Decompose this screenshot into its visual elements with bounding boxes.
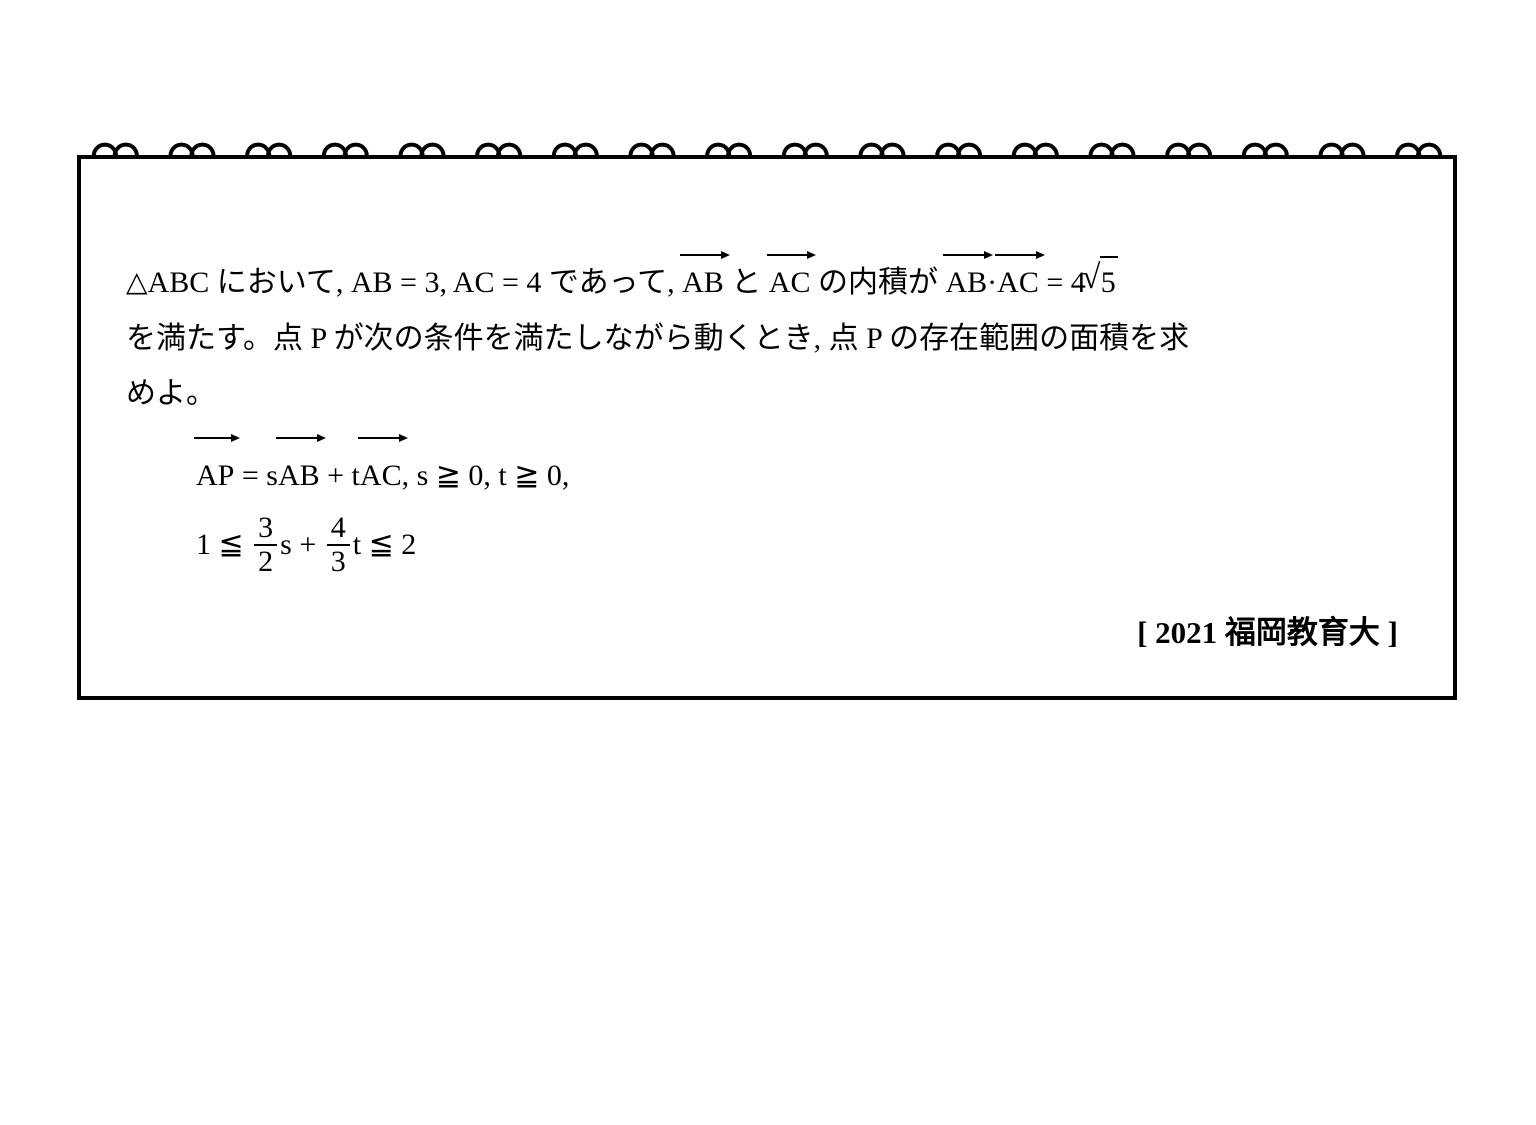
eq2-frac-1: 32 (254, 512, 277, 577)
dot-operator: · (987, 266, 997, 299)
equation-block: AP = sAB + tAC, s ≧ 0, t ≧ 0, 1 ≦ 32s + … (196, 437, 1408, 580)
eq2-f2-num: 4 (327, 512, 350, 546)
page: △ABC において, AB = 3, AC = 4 であって, AB と AC … (0, 0, 1536, 1125)
problem-line-2: を満たす。点 P が次の条件を満たしながら動くとき, 点 P の存在範囲の面積を… (126, 314, 1408, 364)
ac-plain: AC (453, 266, 495, 299)
problem-card: △ABC において, AB = 3, AC = 4 であって, AB と AC … (77, 155, 1457, 700)
eq1-tail: , s ≧ 0, t ≧ 0, (402, 459, 570, 492)
triangle-symbol: △ (126, 267, 148, 298)
vec-ac-1: AC (769, 254, 811, 308)
problem-content: △ABC において, AB = 3, AC = 4 であって, AB と AC … (126, 254, 1408, 658)
triangle-label: ABC (148, 266, 210, 299)
vec-ap: AP (196, 437, 234, 510)
eq2-frac-2: 43 (327, 512, 350, 577)
vec-ab-2: AB (945, 254, 987, 308)
sqrt-radicand: 5 (1100, 256, 1118, 308)
vec-ac-2: AC (997, 254, 1039, 308)
source-citation: [ 2021 福岡教育大 ] (126, 607, 1398, 658)
eq1-plus: + t (320, 459, 360, 492)
eq2-f1-den: 2 (254, 546, 277, 578)
dot-product-text: の内積が (810, 266, 945, 299)
intro-text-1: において, (209, 266, 351, 299)
and-text: と (724, 266, 769, 299)
sqrt-5: 5 (1086, 256, 1118, 308)
ab-value: = 3, (393, 266, 453, 299)
equation-2: 1 ≦ 32s + 43t ≦ 2 (196, 510, 1408, 580)
ab-plain: AB (351, 266, 393, 299)
vec-ab-1: AB (682, 254, 724, 308)
problem-line-3: めよ。 (126, 369, 1408, 419)
dot-value: = 4 (1039, 266, 1086, 299)
eq1-eq: = s (234, 459, 278, 492)
eq1-vec-ab: AB (278, 437, 320, 510)
eq2-s: s + (280, 528, 324, 561)
eq1-vec-ac: AC (360, 437, 402, 510)
eq2-t: t ≦ 2 (353, 528, 416, 561)
problem-line-1: △ABC において, AB = 3, AC = 4 であって, AB と AC … (126, 254, 1408, 308)
eq2-lead: 1 ≦ (196, 528, 251, 561)
eq2-f2-den: 3 (327, 546, 350, 578)
equation-1: AP = sAB + tAC, s ≧ 0, t ≧ 0, (196, 437, 1408, 510)
ac-value: = 4 であって, (494, 266, 682, 299)
eq2-f1-num: 3 (254, 512, 277, 546)
